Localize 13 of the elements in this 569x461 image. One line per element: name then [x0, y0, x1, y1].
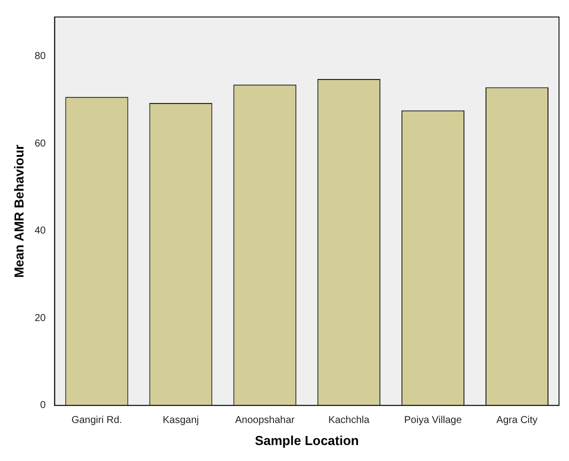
- y-tick-label: 40: [34, 226, 46, 237]
- x-tick-label: Agra City: [496, 415, 538, 426]
- x-axis-title: Sample Location: [254, 432, 359, 448]
- y-tick-label: 60: [34, 138, 46, 150]
- x-tick-label: Kachchla: [328, 415, 370, 426]
- y-tick-label: 80: [34, 51, 46, 62]
- y-axis-title: Mean AMR Behaviour: [11, 144, 26, 278]
- x-tick-label: Kasganj: [162, 415, 199, 426]
- x-tick-label: Gangiri Rd.: [71, 415, 122, 426]
- x-tick-label: Poiya Village: [404, 415, 462, 426]
- y-tick-label: 20: [34, 312, 46, 324]
- y-tick-label: 0: [40, 400, 46, 412]
- x-tick-label: Anoopshahar: [235, 415, 296, 426]
